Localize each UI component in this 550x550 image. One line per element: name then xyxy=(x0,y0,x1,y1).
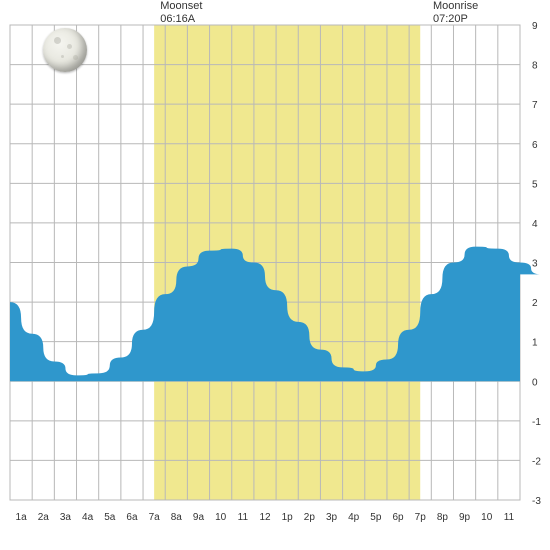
y-tick-label: 2 xyxy=(532,298,538,309)
y-tick-label: 9 xyxy=(532,21,538,32)
y-tick-label: -3 xyxy=(532,496,541,507)
tide-chart: 1a2a3a4a5a6a7a8a9a1011121p2p3p4p5p6p7p8p… xyxy=(0,0,550,550)
moonrise-time: 07:20P xyxy=(433,13,468,25)
x-tick-label: 6a xyxy=(126,512,138,523)
x-tick-label: 10 xyxy=(215,512,227,523)
x-tick-label: 2p xyxy=(304,512,316,523)
x-tick-label: 5a xyxy=(104,512,116,523)
x-tick-label: 7a xyxy=(149,512,161,523)
x-tick-label: 9p xyxy=(459,512,471,523)
x-tick-label: 8p xyxy=(437,512,449,523)
x-tick-label: 8a xyxy=(171,512,183,523)
y-tick-label: 0 xyxy=(532,377,538,388)
y-tick-label: -1 xyxy=(532,417,541,428)
y-tick-label: 8 xyxy=(532,61,538,72)
y-tick-label: 3 xyxy=(532,259,538,270)
moonset-time: 06:16A xyxy=(160,13,195,25)
y-tick-label: -2 xyxy=(532,456,541,467)
x-tick-label: 2a xyxy=(38,512,50,523)
y-tick-label: 4 xyxy=(532,219,538,230)
moonrise-label: Moonrise 07:20P xyxy=(433,0,478,26)
x-tick-label: 4p xyxy=(348,512,360,523)
moon-phase-icon xyxy=(43,28,87,72)
x-tick-label: 12 xyxy=(259,512,271,523)
moonset-label: Moonset 06:16A xyxy=(160,0,202,26)
x-tick-label: 11 xyxy=(238,512,249,523)
x-tick-label: 3a xyxy=(60,512,72,523)
chart-svg: 1a2a3a4a5a6a7a8a9a1011121p2p3p4p5p6p7p8p… xyxy=(0,0,550,550)
x-tick-label: 10 xyxy=(481,512,493,523)
moonrise-title: Moonrise xyxy=(433,0,478,12)
y-tick-label: 7 xyxy=(532,100,538,111)
y-tick-label: 1 xyxy=(532,338,538,349)
x-tick-label: 3p xyxy=(326,512,338,523)
x-tick-label: 9a xyxy=(193,512,205,523)
x-tick-label: 11 xyxy=(504,512,515,523)
x-tick-label: 4a xyxy=(82,512,94,523)
x-tick-label: 7p xyxy=(415,512,427,523)
x-tick-label: 5p xyxy=(370,512,382,523)
moonset-title: Moonset xyxy=(160,0,202,12)
y-tick-label: 6 xyxy=(532,140,538,151)
y-tick-label: 5 xyxy=(532,179,538,190)
x-tick-label: 6p xyxy=(392,512,404,523)
x-tick-label: 1a xyxy=(16,512,28,523)
x-tick-label: 1p xyxy=(282,512,294,523)
